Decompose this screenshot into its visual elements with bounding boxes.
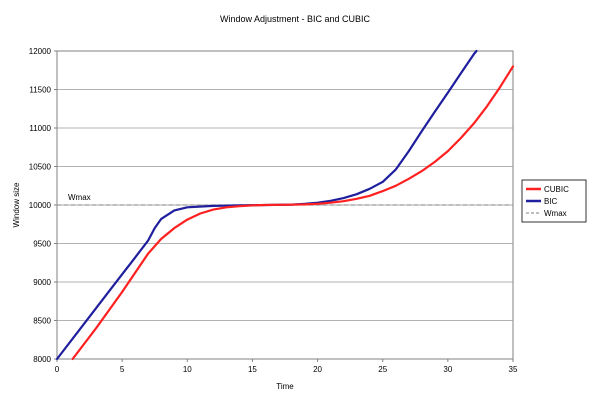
chart-title: Window Adjustment - BIC and CUBIC bbox=[220, 14, 371, 24]
x-axis-label: Time bbox=[276, 382, 294, 391]
legend: CUBIC BIC Wmax bbox=[521, 179, 587, 223]
series-line-cubic bbox=[71, 65, 515, 361]
legend-label-bic: BIC bbox=[544, 197, 558, 206]
y-tick-label: 10000 bbox=[29, 201, 52, 210]
legend-box bbox=[521, 179, 587, 223]
x-tick-label: 0 bbox=[55, 365, 60, 374]
legend-label-cubic: CUBIC bbox=[544, 185, 569, 194]
axis-ticks: 8000 8500 9000 9500 10000 10500 11000 11500 1200… bbox=[29, 47, 518, 374]
y-tick-label: 9500 bbox=[33, 240, 51, 249]
x-tick-label: 30 bbox=[443, 365, 452, 374]
y-tick-label: 8500 bbox=[33, 317, 51, 326]
y-tick-label: 12000 bbox=[29, 47, 52, 56]
x-tick-label: 20 bbox=[313, 365, 322, 374]
x-tick-label: 25 bbox=[378, 365, 387, 374]
x-tick-label: 35 bbox=[509, 365, 518, 374]
y-tick-label: 11000 bbox=[29, 124, 51, 133]
x-tick-label: 5 bbox=[120, 365, 125, 374]
y-tick-label: 11500 bbox=[29, 86, 51, 95]
series-lines bbox=[55, 49, 515, 361]
x-tick-label: 10 bbox=[183, 365, 192, 374]
wmax-annotation: Wmax bbox=[68, 193, 91, 202]
legend-label-wmax: Wmax bbox=[544, 209, 567, 218]
y-tick-label: 10500 bbox=[29, 163, 52, 172]
y-tick-label: 9000 bbox=[33, 278, 51, 287]
y-tick-label: 8000 bbox=[33, 355, 51, 364]
y-axis-label: Window size bbox=[12, 182, 21, 227]
x-tick-label: 15 bbox=[248, 365, 257, 374]
